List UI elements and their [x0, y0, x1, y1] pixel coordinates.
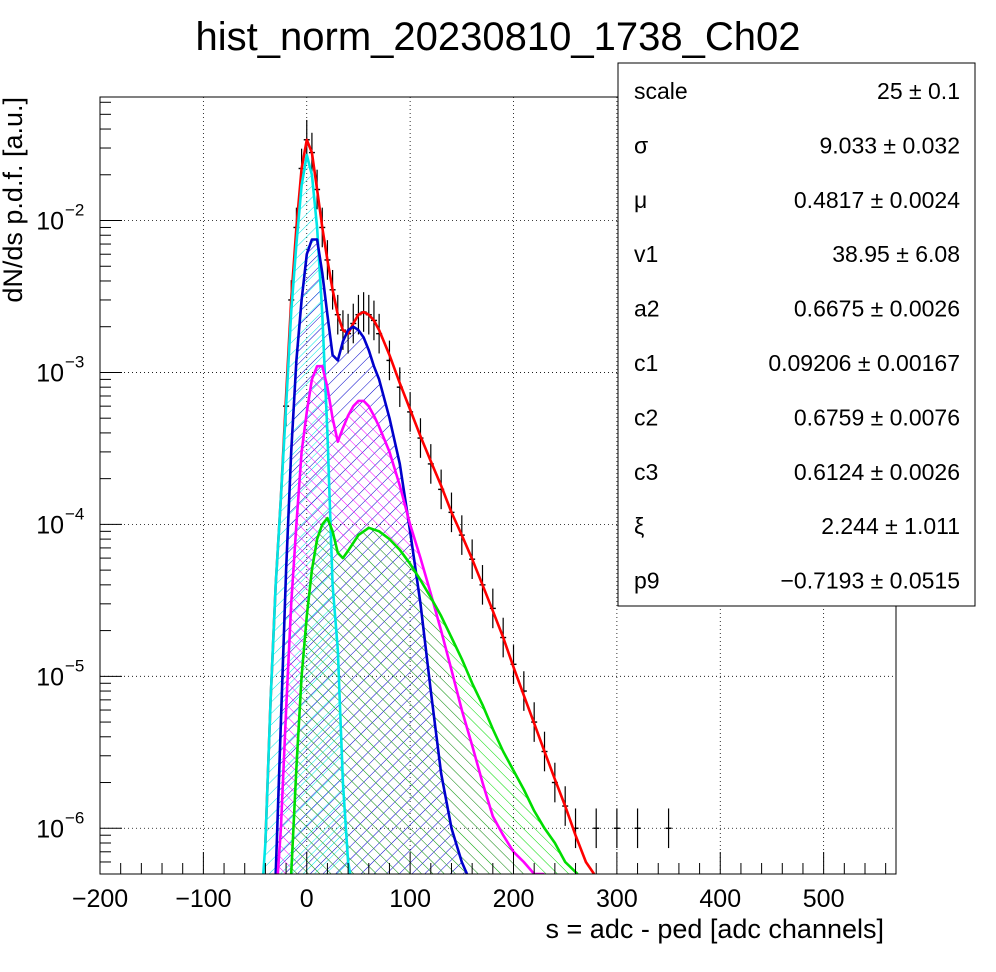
- x-tick-label: 200: [493, 885, 535, 913]
- stat-name: c2: [634, 404, 658, 430]
- stat-name: c3: [634, 459, 658, 485]
- y-tick-exponent: −3: [65, 352, 84, 371]
- chart-title: hist_norm_20230810_1738_Ch02: [196, 15, 801, 59]
- x-tick-label: −100: [175, 885, 231, 913]
- y-tick-label: 10: [36, 663, 64, 691]
- y-tick-label: 10: [36, 208, 64, 236]
- series-line-0: [264, 138, 596, 874]
- stat-name: scale: [634, 78, 688, 104]
- series-line-4: [289, 516, 579, 874]
- x-tick-label: 500: [803, 885, 845, 913]
- stat-value: −0.7193 ± 0.0515: [780, 568, 960, 594]
- stat-name: ξ: [634, 513, 644, 539]
- x-tick-label: 0: [300, 885, 314, 913]
- x-axis-label: s = adc - ped [adc channels]: [546, 914, 884, 944]
- axis-ticks: [99, 101, 887, 875]
- y-tick-exponent: −4: [65, 504, 84, 523]
- series-line-1: [262, 153, 352, 874]
- x-tick-label: 400: [699, 885, 741, 913]
- x-tick-label: −200: [72, 885, 128, 913]
- stat-name: c1: [634, 350, 658, 376]
- stat-value: 0.6675 ± 0.0026: [794, 296, 960, 322]
- stat-value: 25 ± 0.1: [877, 78, 960, 104]
- stat-value: 9.033 ± 0.032: [819, 132, 960, 158]
- series-line-3: [276, 364, 545, 874]
- x-tick-label: 100: [389, 885, 431, 913]
- stat-name: p9: [634, 568, 660, 594]
- y-tick-labels: 10−210−310−410−510−6: [36, 201, 84, 844]
- stat-value: 0.6124 ± 0.0026: [794, 459, 960, 485]
- fit-statistics-box: scale 25 ± 0.1 σ 9.033 ± 0.032 μ 0.4817 ± 0.0…: [617, 62, 976, 607]
- stat-name: v1: [634, 241, 658, 267]
- y-tick-exponent: −5: [65, 656, 84, 675]
- y-tick-exponent: −2: [65, 201, 84, 220]
- x-tick-label: 300: [596, 885, 638, 913]
- y-tick-label: 10: [36, 511, 64, 539]
- series-fill-4: [291, 518, 578, 874]
- stat-value: 0.09206 ± 0.00167: [768, 350, 960, 376]
- y-axis-label: dN/ds p.d.f. [a.u.]: [0, 97, 28, 303]
- stat-name: μ: [634, 187, 647, 213]
- stat-name: a2: [634, 296, 660, 322]
- stat-name: σ: [634, 132, 648, 158]
- fit-curves: [262, 138, 596, 874]
- series-line-2: [274, 238, 469, 874]
- x-tick-labels: −200 −100 0 100 200 300 400 500: [72, 885, 845, 913]
- stat-value: 38.95 ± 6.08: [832, 241, 960, 267]
- stat-value: 0.6759 ± 0.0076: [794, 404, 960, 430]
- stat-value: 2.244 ± 1.011: [821, 513, 960, 539]
- y-tick-exponent: −6: [65, 808, 84, 827]
- y-tick-label: 10: [36, 815, 64, 843]
- y-tick-label: 10: [36, 359, 64, 387]
- stat-value: 0.4817 ± 0.0024: [794, 187, 960, 213]
- component-fills: [263, 155, 578, 874]
- stats-box-frame: [617, 62, 976, 607]
